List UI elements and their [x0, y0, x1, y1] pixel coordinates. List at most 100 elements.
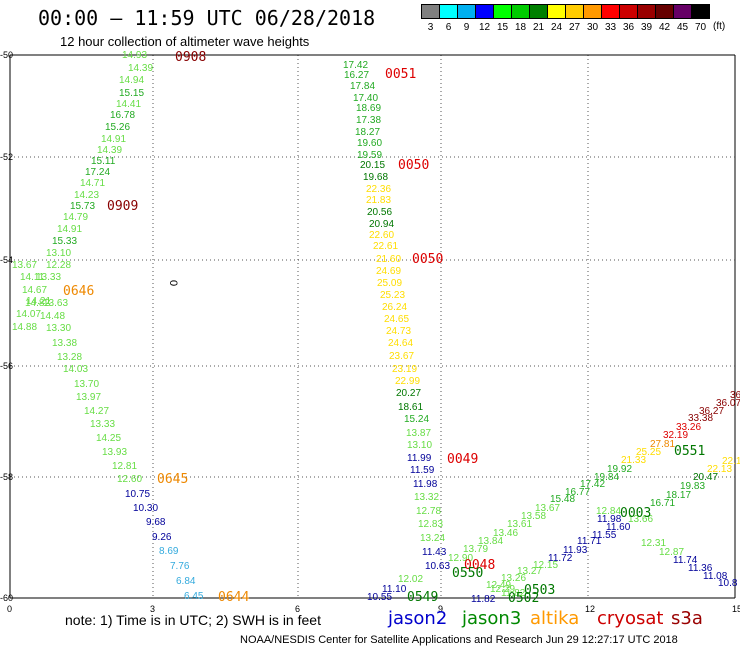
wave-height-value: 18.61: [398, 402, 424, 413]
wave-height-value: 13.93: [102, 447, 128, 458]
wave-height-value: 13.87: [406, 428, 432, 439]
wave-height-value: 19.68: [363, 172, 389, 183]
wave-height-value: 13.46: [493, 528, 519, 539]
wave-height-value: 14.39: [128, 63, 154, 74]
wave-height-value: 19.84: [594, 472, 620, 483]
pass-time-label: 0050: [398, 158, 430, 173]
wave-height-value: 15.26: [105, 122, 131, 133]
wave-height-value: 25.23: [380, 290, 406, 301]
pass-time-label: 0908: [175, 50, 207, 65]
wave-height-value: 33.38: [688, 413, 714, 424]
wave-height-value: 17.38: [356, 115, 382, 126]
legend-label: 6: [445, 22, 452, 33]
legend-swatch: [439, 4, 458, 19]
wave-height-value: 12.84: [596, 506, 622, 517]
wave-height-value: 14.88: [12, 322, 38, 333]
wave-height-value: 14.48: [40, 311, 66, 322]
legend-label: 9: [463, 22, 470, 33]
longitude-label: 9: [438, 604, 444, 614]
wave-height-value: 19.59: [357, 150, 383, 161]
wave-height-value: 11.72: [548, 553, 573, 564]
wave-height-value: 14.91: [57, 224, 83, 235]
wave-height-value: 16.71: [650, 498, 676, 509]
legend-label: 45: [676, 22, 689, 33]
wave-height-value: 10.8: [718, 578, 738, 589]
latitude-label: -60: [0, 593, 14, 603]
pass-time-label: 0048: [464, 558, 496, 573]
wave-height-value: 13.33: [90, 419, 116, 430]
wave-height-value: 6.45: [184, 591, 204, 602]
wave-height-value: 24.73: [386, 326, 412, 337]
wave-height-value: 11.10: [382, 584, 407, 595]
wave-height-value: 22.1: [722, 456, 740, 467]
legend-label: 70: [694, 22, 707, 33]
wave-height-value: 14.39: [97, 145, 123, 156]
satellite-name: cryosat: [597, 608, 664, 629]
wave-height-value: 14.11: [20, 272, 45, 283]
legend-swatch: [547, 4, 566, 19]
wave-height-value: 13.38: [52, 338, 78, 349]
wave-height-value: 10.55: [367, 592, 393, 603]
satellite-name: jason2: [388, 608, 448, 629]
legend-unit: (ft): [713, 21, 726, 32]
wave-height-value: 17.40: [353, 93, 379, 104]
pass-time-label: 0645: [157, 472, 189, 487]
wave-height-value: 19.92: [607, 464, 633, 475]
wave-height-value: 22.61: [373, 241, 399, 252]
wave-height-value: 21.33: [621, 455, 647, 466]
wave-height-value: 23.19: [392, 364, 418, 375]
wave-height-value: 11.55: [592, 530, 617, 541]
wave-height-value: 15.48: [550, 494, 576, 505]
wave-height-value: 16.27: [344, 70, 370, 81]
legend-swatch: [583, 4, 602, 19]
wave-height-value: 10.30: [133, 503, 159, 514]
wave-height-value: 12.15: [533, 560, 559, 571]
wave-height-value: 8.69: [159, 546, 179, 557]
wave-height-value: 14.07: [16, 309, 42, 320]
legend-label: 39: [640, 22, 653, 33]
pass-time-label: 0644: [218, 590, 250, 605]
wave-height-value: 15.15: [119, 88, 145, 99]
footer-note: note: 1) Time is in UTC; 2) SWH is in fe…: [65, 612, 321, 628]
wave-height-value: 14.27: [84, 406, 110, 417]
legend-label: 21: [532, 22, 545, 33]
wave-height-value: 13.32: [414, 492, 440, 503]
wave-height-value: 14.03: [63, 364, 89, 375]
wave-height-value: 13.97: [76, 392, 102, 403]
page-title: 00:00 – 11:59 UTC 06/28/2018: [38, 6, 376, 30]
satellite-name: jason3: [462, 608, 522, 629]
wave-height-value: 18.17: [666, 490, 692, 501]
pass-time-label: 0551: [674, 444, 706, 459]
wave-height-value: 25.25: [636, 447, 662, 458]
wave-height-value: 6.84: [176, 576, 196, 587]
pass-time-label: 0502: [508, 591, 540, 606]
wave-height-value: 11.08: [703, 571, 728, 582]
longitude-label: 6: [295, 604, 301, 614]
wave-height-value: 13.66: [628, 514, 654, 525]
wave-height-value: 26.24: [382, 302, 408, 313]
wave-height-value: 11.98: [597, 514, 622, 525]
wave-height-value: 25.09: [377, 278, 403, 289]
wave-height-value: 11.36: [688, 563, 713, 574]
wave-height-value: 12.49: [486, 580, 512, 591]
wave-height-value: 15.24: [404, 414, 430, 425]
wave-height-value: 20.47: [693, 472, 719, 483]
wave-height-value: 11.82: [471, 594, 496, 605]
wave-height-value: 13.67: [535, 503, 561, 514]
wave-height-value: 33.26: [676, 422, 702, 433]
longitude-label: 15: [732, 604, 740, 614]
wave-height-value: 14.41: [116, 99, 142, 110]
wave-height-value: 15.73: [70, 201, 96, 212]
legend-label: 27: [568, 22, 581, 33]
wave-height-value: 21.83: [366, 195, 392, 206]
wave-height-value: 13.70: [74, 379, 100, 390]
wave-height-value: 14.91: [101, 134, 127, 145]
wave-height-value: 11.98: [413, 479, 438, 490]
latitude-label: -50: [0, 50, 14, 60]
grid-lines: [9, 54, 736, 599]
legend-label: 24: [550, 22, 563, 33]
wave-height-value: 27.81: [650, 439, 676, 450]
wave-height-value: 12.87: [659, 547, 685, 558]
wave-height-value: 13.27: [517, 566, 543, 577]
legend-label: 12: [478, 22, 491, 33]
